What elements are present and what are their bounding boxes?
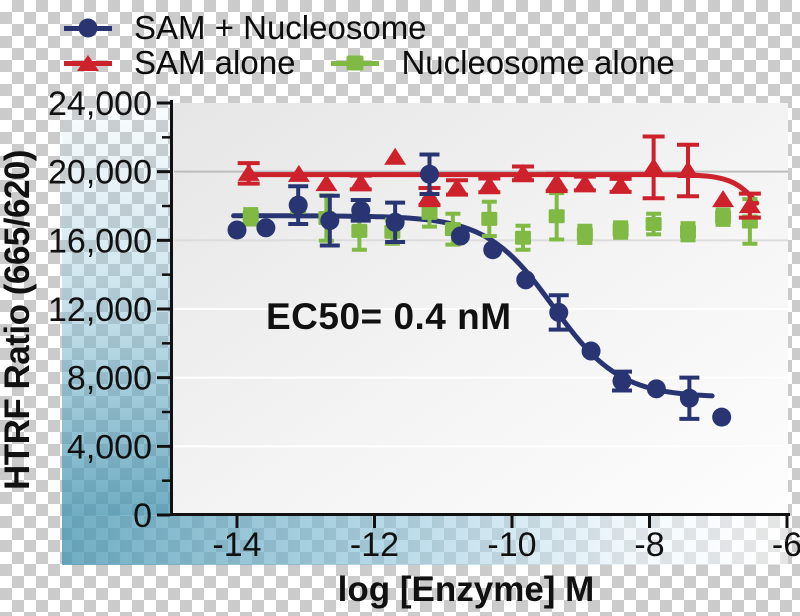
svg-text:16,000: 16,000 (48, 222, 152, 260)
svg-text:20,000: 20,000 (48, 154, 152, 192)
svg-text:4,000: 4,000 (67, 428, 152, 466)
legend-item-sam-nucleosome: SAM + Nucleosome (64, 9, 427, 47)
svg-text:-6: -6 (772, 526, 800, 564)
series-sam-nucleosome (227, 152, 732, 427)
svg-text:8,000: 8,000 (67, 360, 152, 398)
circle-marker-icon (64, 16, 112, 40)
series-sam-alone (237, 134, 761, 220)
svg-text:-12: -12 (350, 526, 399, 564)
ec50-annotation: EC50= 0.4 nM (266, 296, 512, 337)
svg-text:-10: -10 (487, 526, 536, 564)
fit-curve-sam-alone (242, 172, 760, 206)
square-marker-icon (331, 51, 380, 75)
svg-text:0: 0 (133, 497, 152, 535)
legend-row-1: SAM + Nucleosome (64, 9, 427, 47)
svg-text:24,000: 24,000 (48, 85, 152, 123)
svg-text:-14: -14 (212, 526, 261, 564)
fit-curve-sam-nucleosome (231, 213, 715, 399)
triangle-marker-icon (64, 51, 112, 75)
legend-label-nucleosome-alone: Nucleosome alone (401, 44, 675, 81)
legend-item-sam-alone: SAM alone (64, 44, 295, 82)
y-axis-title: HTRF Ratio (665/620) (0, 149, 37, 491)
legend-label-sam-alone: SAM alone (134, 44, 296, 81)
legend-row-2: SAM alone Nucleosome alone (64, 44, 675, 82)
x-axis-title: log [Enzyme] M (337, 570, 595, 609)
legend-label-sam-nucleosome: SAM + Nucleosome (134, 9, 427, 46)
svg-text:-8: -8 (634, 526, 664, 564)
legend-item-nucleosome-alone: Nucleosome alone (331, 44, 675, 82)
svg-text:12,000: 12,000 (48, 291, 152, 329)
axes: 0 4,000 8,000 12,000 16,000 20,000 24,000 -14 -1… (48, 85, 800, 564)
